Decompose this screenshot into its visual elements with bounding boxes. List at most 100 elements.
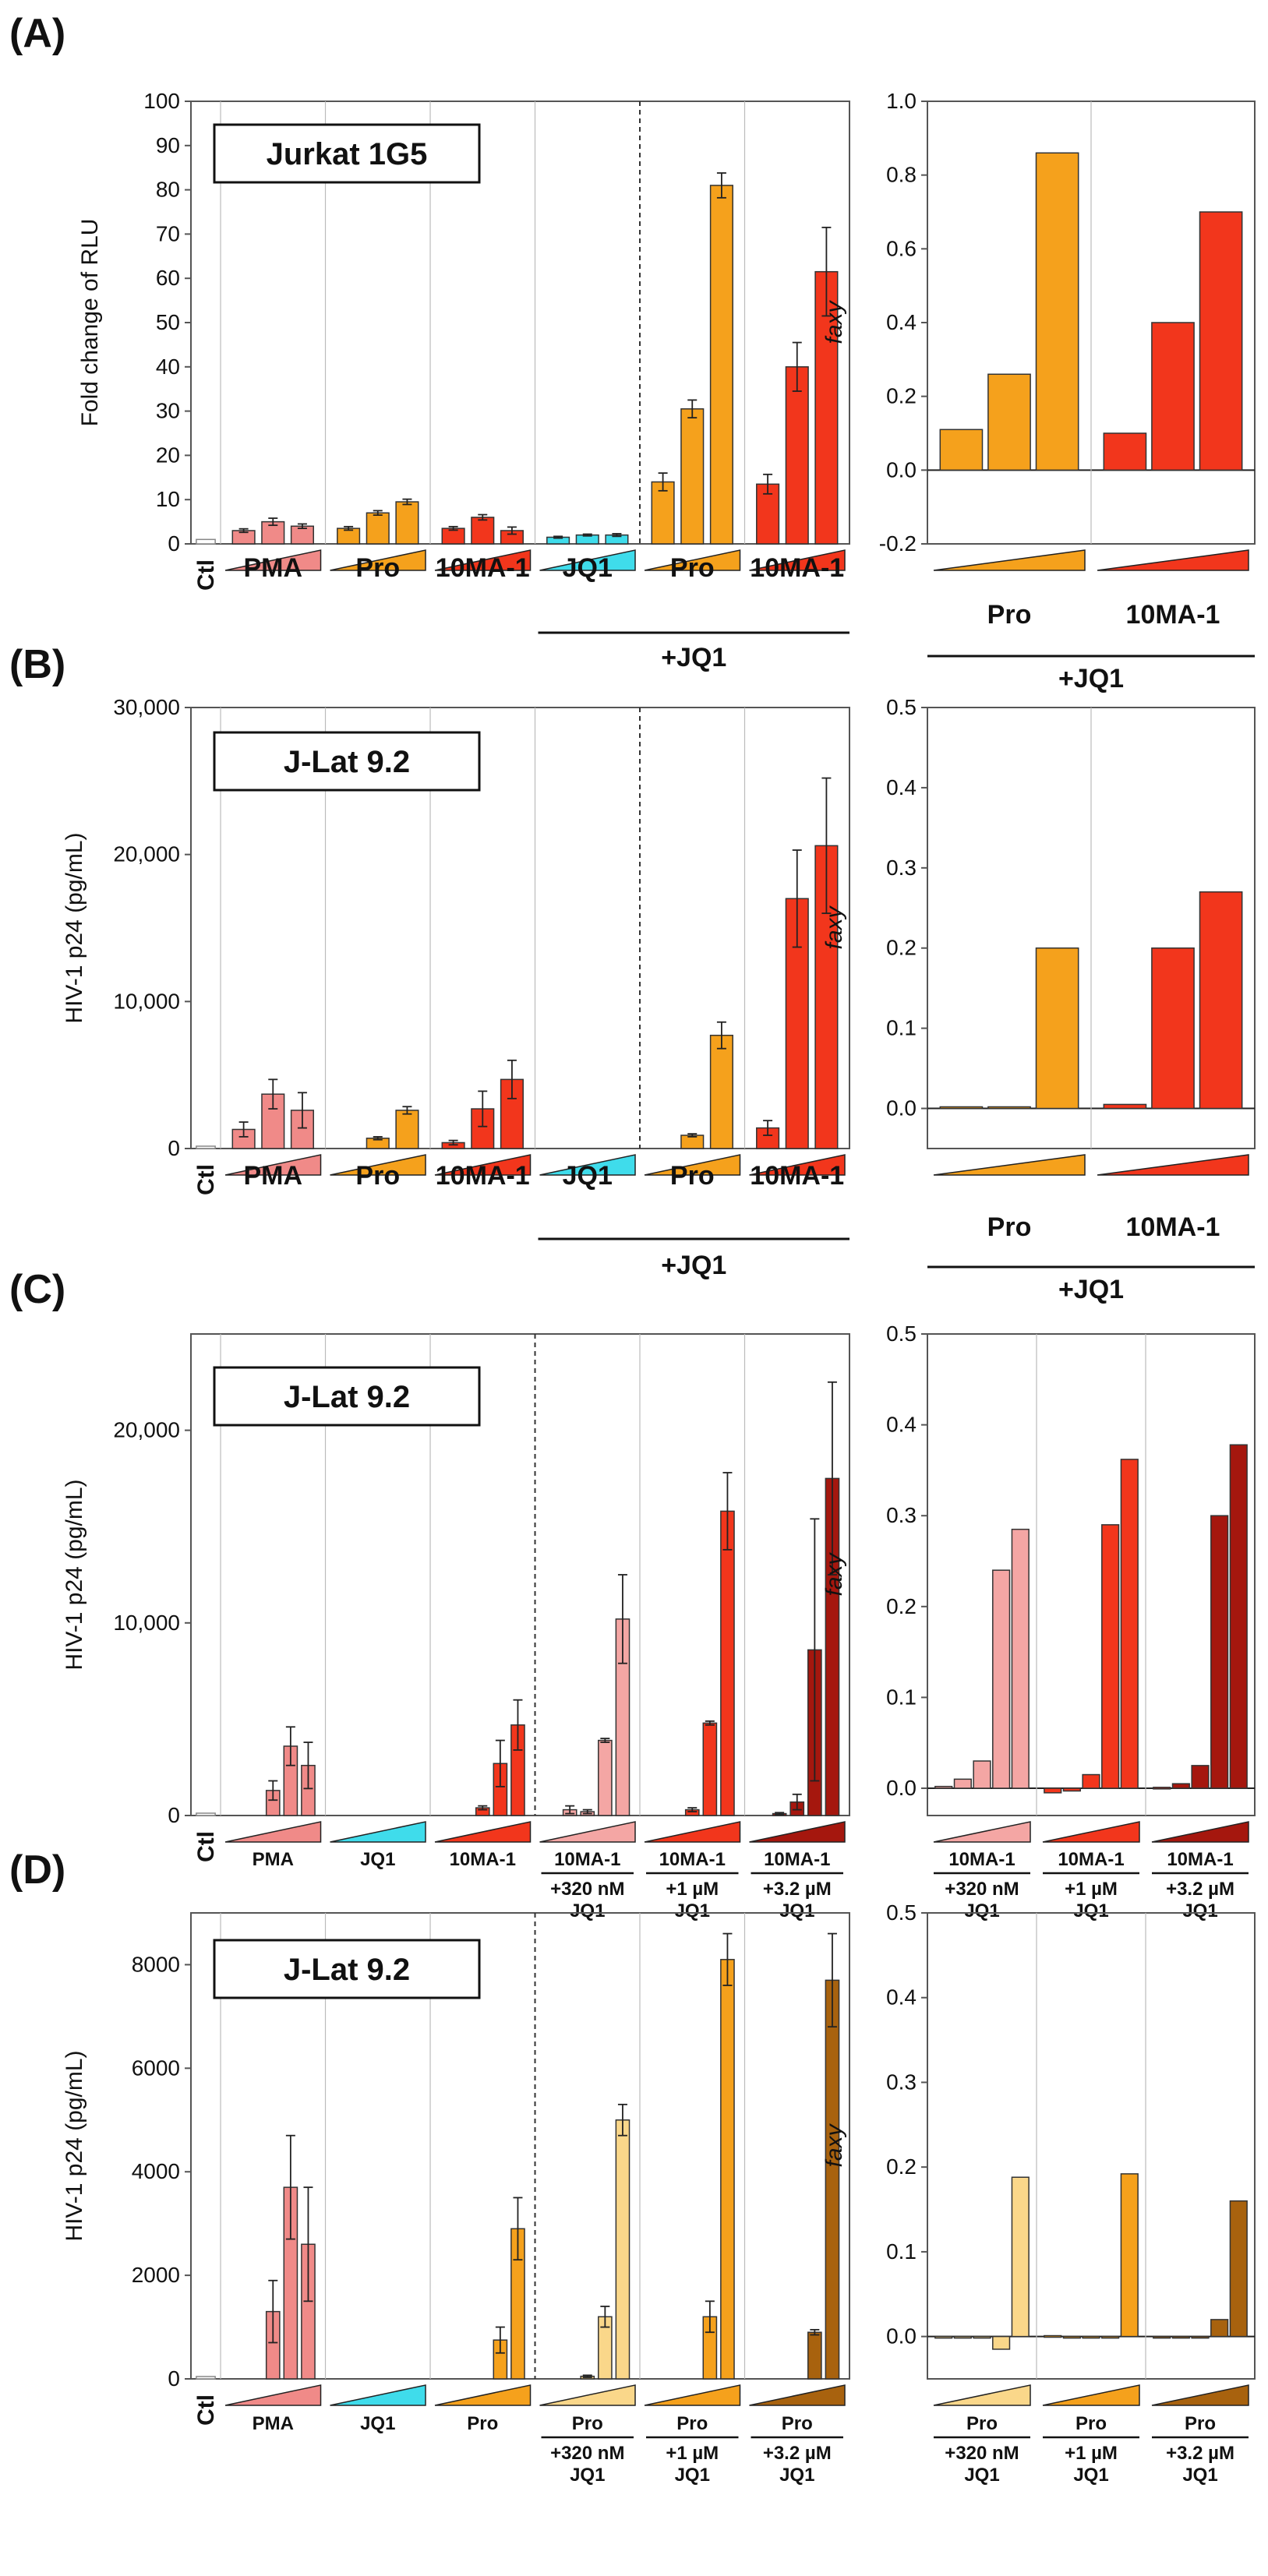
dose-triangle [434, 549, 532, 571]
category-sublabel: JQ1 [675, 2465, 710, 2486]
faxy-y-tick-label: 0.1 [886, 1016, 917, 1040]
bar [702, 1722, 718, 1816]
faxy-bar [1171, 2335, 1190, 2339]
category-sublabel: JQ1 [779, 2465, 814, 2486]
category-label: 10MA-1 [554, 1849, 620, 1870]
faxy-dose-triangle [1042, 2384, 1140, 2406]
faxy-jq1-bracket-label: +JQ1 [1058, 664, 1124, 693]
y-tick-label: 10 [156, 487, 180, 511]
faxy-dose-triangle [933, 2384, 1031, 2406]
faxy-bar [1153, 2335, 1171, 2339]
faxy-y-tick-label: 0.0 [886, 1776, 917, 1800]
faxy-bar [1210, 1515, 1229, 1789]
faxy-y-tick-label: 0.6 [886, 236, 917, 260]
category-label-ctl: Ctl [193, 1831, 219, 1862]
y-tick-label: 2000 [132, 2263, 180, 2287]
faxy-y-axis-label: faxy [821, 2123, 847, 2167]
faxy-y-tick-label: 0.0 [886, 1096, 917, 1120]
bar-ctl [196, 2376, 216, 2380]
bar [720, 1510, 735, 1816]
faxy-category-sublabel: +1 µM [1065, 2443, 1118, 2464]
faxy-bar [1011, 1528, 1030, 1789]
bar-ctl [196, 1145, 216, 1149]
dose-triangle [434, 1821, 532, 1843]
faxy-bar [934, 1785, 953, 1789]
faxy-y-axis-label: faxy [821, 299, 847, 344]
category-label-ctl: Ctl [193, 1164, 219, 1195]
bar [598, 1739, 613, 1816]
faxy-bar [1210, 2319, 1229, 2338]
faxy-category-label: 10MA-1 [1126, 1212, 1220, 1242]
faxy-dose-triangle [1097, 549, 1249, 571]
category-label: Pro [572, 2413, 603, 2434]
faxy-y-tick-label: 0.3 [886, 1503, 917, 1527]
y-tick-label: 90 [156, 133, 180, 157]
category-label: JQ1 [563, 553, 613, 583]
faxy-dose-triangle [1151, 1821, 1249, 1843]
faxy-y-tick-label: 0.1 [886, 1685, 917, 1709]
faxy-category-sublabel: JQ1 [1182, 1900, 1217, 1921]
bar [395, 501, 419, 545]
category-sublabel: +3.2 µM [763, 1879, 832, 1900]
y-tick-label: 20,000 [113, 842, 180, 866]
panel-label: (D) [9, 1847, 65, 1893]
dose-triangle [330, 1821, 426, 1843]
category-label: Pro [467, 2413, 498, 2434]
faxy-bar [934, 2335, 953, 2339]
faxy-y-tick-label: 0.5 [886, 1322, 917, 1346]
dose-triangle [330, 1154, 426, 1176]
faxy-bar [973, 1760, 991, 1789]
faxy-y-axis-label: faxy [821, 1551, 847, 1596]
y-axis-label: HIV-1 p24 (pg/mL) [62, 2050, 87, 2241]
category-label: JQ1 [563, 1161, 613, 1191]
panel-label: (A) [9, 11, 65, 56]
faxy-category-sublabel: JQ1 [1073, 1900, 1108, 1921]
faxy-bar [1035, 152, 1079, 471]
cell-line-box [213, 123, 481, 184]
category-sublabel: JQ1 [779, 1900, 814, 1921]
faxy-bar [1120, 1459, 1139, 1789]
faxy-category-label: 10MA-1 [1126, 600, 1220, 630]
faxy-bar [1044, 2334, 1062, 2338]
bar [366, 512, 390, 545]
faxy-category-label: Pro [987, 1212, 1032, 1242]
faxy-y-tick-label: 0.4 [886, 1413, 917, 1437]
faxy-bar [1044, 1787, 1062, 1794]
category-label: JQ1 [360, 1849, 395, 1870]
dose-triangle [644, 549, 741, 571]
y-tick-label: 20,000 [113, 1418, 180, 1442]
dose-triangle [644, 1821, 741, 1843]
dose-triangle [749, 1821, 846, 1843]
faxy-category-sublabel: +320 nM [945, 1879, 1019, 1900]
faxy-dose-triangle [1042, 1821, 1140, 1843]
cell-line-label: Jurkat 1G5 [267, 137, 428, 171]
cell-line-box [213, 1939, 481, 1999]
faxy-bar [1191, 1765, 1210, 1789]
category-sublabel: +3.2 µM [763, 2443, 832, 2464]
dose-triangle [224, 549, 322, 571]
dose-triangle [644, 2384, 741, 2406]
bar [807, 2331, 822, 2380]
faxy-y-tick-label: 0.1 [886, 2239, 917, 2264]
faxy-category-label: 10MA-1 [948, 1849, 1015, 1870]
y-tick-label: 10,000 [113, 1611, 180, 1635]
y-tick-label: 0 [168, 531, 180, 556]
faxy-y-tick-label: 0.2 [886, 1594, 917, 1618]
bar [395, 1110, 419, 1149]
faxy-y-tick-label: 0.8 [886, 163, 917, 187]
category-label-ctl: Ctl [193, 559, 219, 591]
faxy-bar [1120, 2173, 1139, 2338]
faxy-category-label: Pro [987, 600, 1032, 630]
bar [814, 270, 839, 545]
y-tick-label: 30,000 [113, 695, 180, 719]
faxy-category-sublabel: JQ1 [964, 2465, 999, 2486]
faxy-y-tick-label: 0.4 [886, 775, 917, 799]
cell-line-label: J-Lat 9.2 [284, 1953, 410, 1987]
faxy-dose-triangle [1097, 1154, 1249, 1176]
faxy-category-sublabel: JQ1 [964, 1900, 999, 1921]
faxy-bar [1101, 1524, 1120, 1789]
jq1-bracket-label: +JQ1 [661, 643, 726, 672]
cell-line-label: J-Lat 9.2 [284, 1380, 410, 1414]
category-label: 10MA-1 [750, 1161, 844, 1191]
category-label: 10MA-1 [764, 1849, 830, 1870]
